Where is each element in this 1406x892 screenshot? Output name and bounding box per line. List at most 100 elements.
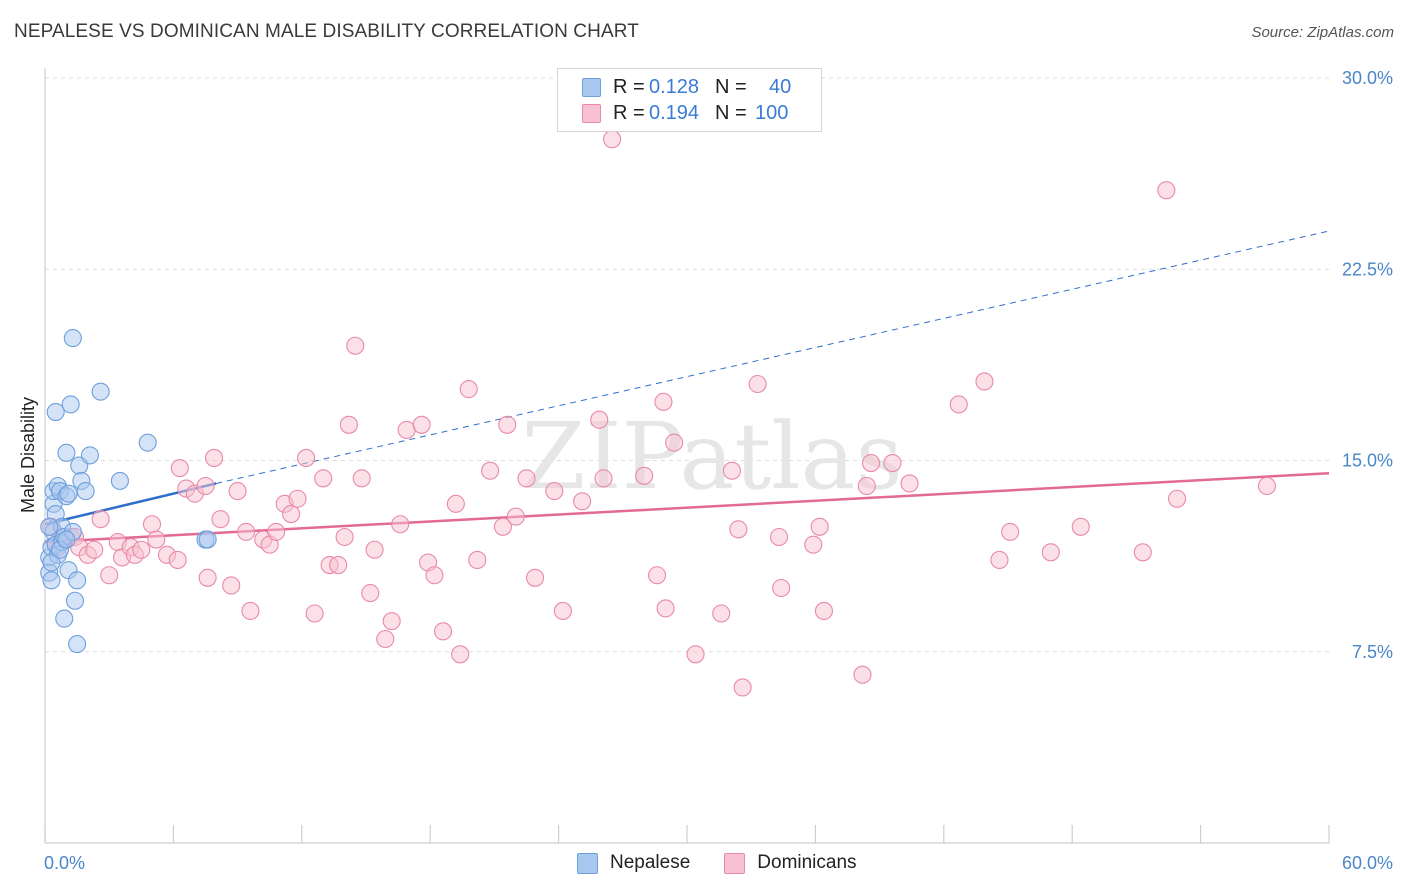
data-point-dominicans <box>196 476 215 496</box>
data-point-dominicans <box>335 527 354 547</box>
data-point-dominicans <box>1168 489 1187 508</box>
legend-label-nepalese: Nepalese <box>610 852 691 873</box>
data-point-nepalese <box>59 484 78 503</box>
data-point-dominicans <box>975 372 994 391</box>
data-point-nepalese <box>42 571 61 590</box>
data-point-nepalese <box>110 471 129 490</box>
data-point-dominicans <box>267 522 286 541</box>
data-point-dominicans <box>594 469 613 488</box>
data-point-dominicans <box>1257 476 1276 496</box>
data-point-dominicans <box>170 459 189 478</box>
legend-swatch-dominicans <box>582 103 601 123</box>
y-tick-label: 30.0% <box>1342 68 1393 88</box>
data-point-dominicans <box>883 453 902 473</box>
data-point-nepalese <box>68 571 87 590</box>
data-point-dominicans <box>545 482 564 501</box>
chart-title: NEPALESE VS DOMINICAN MALE DISABILITY CO… <box>14 21 639 42</box>
data-point-dominicans <box>769 527 789 547</box>
data-point-nepalese <box>55 609 74 628</box>
data-point-dominicans <box>382 612 401 631</box>
data-point-dominicans <box>722 461 741 480</box>
data-point-dominicans <box>861 453 881 473</box>
data-point-dominicans <box>665 433 684 452</box>
data-point-dominicans <box>412 415 431 434</box>
y-tick-label: 15.0% <box>1342 451 1393 471</box>
data-points <box>40 130 1276 697</box>
data-point-nepalese <box>57 443 76 462</box>
data-point-dominicans <box>526 568 545 587</box>
r-value: 0.128 <box>649 75 700 98</box>
data-point-dominicans <box>1133 543 1152 562</box>
data-point-nepalese <box>80 446 99 465</box>
data-point-dominicans <box>198 568 217 587</box>
data-point-dominicans <box>142 515 162 534</box>
data-point-dominicans <box>425 566 444 585</box>
data-point-dominicans <box>314 469 333 488</box>
x-tick-label: 60.0% <box>1342 853 1393 873</box>
n-label: N = <box>715 75 747 98</box>
legend-item-nepalese: Nepalese <box>577 852 690 874</box>
data-point-dominicans <box>729 520 748 539</box>
data-point-nepalese <box>68 635 87 654</box>
data-point-dominicans <box>804 535 823 554</box>
n-value: 100 <box>755 101 789 124</box>
stats-legend: R = 0.128 N = 40 R = 0.194 N = 100 <box>557 68 822 132</box>
data-point-dominicans <box>498 415 517 434</box>
data-point-nepalese <box>65 591 85 610</box>
data-point-dominicans <box>346 336 365 355</box>
data-point-dominicans <box>853 665 872 684</box>
data-point-dominicans <box>949 395 968 414</box>
data-point-dominicans <box>211 510 230 529</box>
data-point-dominicans <box>635 466 654 485</box>
data-point-dominicans <box>446 494 465 513</box>
legend-swatch-dominicans <box>724 852 746 874</box>
data-point-dominicans <box>810 517 829 536</box>
trend-line-nepalese-projection <box>216 230 1330 484</box>
data-point-dominicans <box>656 599 675 618</box>
y-axis-title: Male Disability <box>18 397 38 513</box>
r-label: R = <box>613 75 645 98</box>
series-legend: Nepalese Dominicans <box>577 852 891 874</box>
data-point-dominicans <box>857 476 876 496</box>
axes <box>44 68 1330 844</box>
data-point-dominicans <box>573 492 592 511</box>
data-point-dominicans <box>493 517 513 536</box>
data-point-dominicans <box>305 604 324 623</box>
data-point-nepalese <box>138 433 157 452</box>
tick-labels: 7.5% 15.0% 22.5% 30.0% 0.0% 60.0% <box>44 68 1393 873</box>
legend-item-dominicans: Dominicans <box>724 852 857 874</box>
data-point-nepalese <box>42 553 61 572</box>
data-point-dominicans <box>772 578 791 598</box>
data-point-dominicans <box>712 604 731 623</box>
data-point-dominicans <box>517 469 536 488</box>
data-point-dominicans <box>391 515 410 534</box>
data-point-nepalese <box>91 382 110 401</box>
data-point-dominicans <box>468 550 487 570</box>
data-point-dominicans <box>222 576 241 595</box>
y-tick-label: 22.5% <box>1342 259 1393 279</box>
data-point-dominicans <box>553 601 572 621</box>
legend-swatch-nepalese <box>577 852 598 874</box>
data-point-dominicans <box>733 678 752 697</box>
data-point-dominicans <box>297 448 316 468</box>
data-point-dominicans <box>748 374 767 394</box>
data-point-dominicans <box>339 415 358 434</box>
data-point-dominicans <box>433 622 453 641</box>
data-point-dominicans <box>814 601 834 621</box>
data-point-dominicans <box>506 507 525 526</box>
data-point-dominicans <box>376 629 395 649</box>
data-point-dominicans <box>91 510 110 529</box>
data-point-dominicans <box>85 540 104 559</box>
data-point-dominicans <box>361 584 380 603</box>
data-point-dominicans <box>241 601 260 621</box>
legend-label-dominicans: Dominicans <box>757 852 857 873</box>
data-point-dominicans <box>365 540 384 559</box>
data-point-dominicans <box>352 469 371 488</box>
data-point-dominicans <box>168 550 187 570</box>
data-point-dominicans <box>990 550 1009 570</box>
data-point-nepalese <box>61 395 80 414</box>
data-point-nepalese <box>57 530 76 549</box>
x-tick-label: 0.0% <box>44 853 85 873</box>
data-point-dominicans <box>329 555 348 575</box>
